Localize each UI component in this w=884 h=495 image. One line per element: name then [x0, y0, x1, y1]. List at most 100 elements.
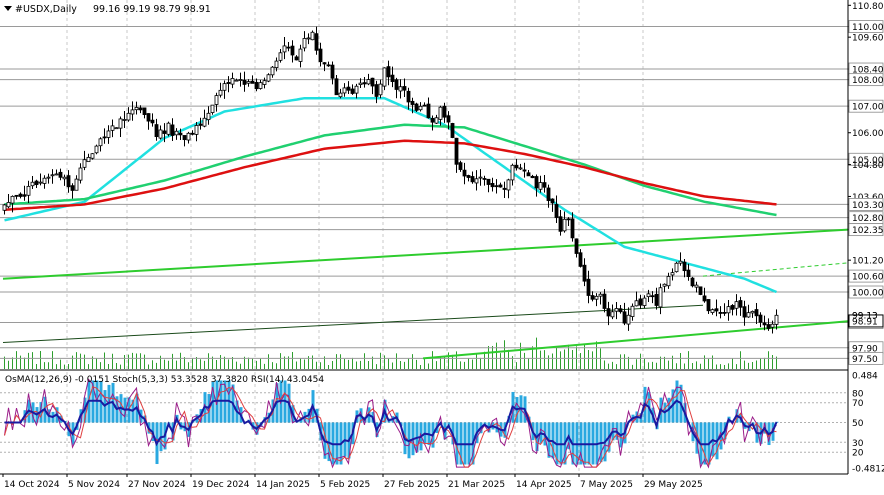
candle-body — [631, 306, 634, 316]
candle-body — [67, 176, 70, 187]
candle-body — [675, 263, 678, 271]
candle-body — [319, 49, 322, 62]
candle-body — [643, 298, 646, 305]
candle-body — [495, 186, 498, 187]
candle-body — [255, 82, 258, 88]
candle-body — [627, 315, 630, 324]
candle-body — [279, 53, 282, 61]
candle-body — [391, 75, 394, 81]
candle-body — [387, 67, 390, 77]
candle-body — [331, 65, 334, 78]
candle-body — [27, 186, 30, 195]
candle-body — [427, 104, 430, 118]
candle-body — [683, 262, 686, 271]
candle-body — [423, 105, 426, 106]
price-tick-label: 97.50 — [852, 355, 878, 365]
candle-body — [75, 179, 78, 190]
candle-body — [3, 205, 6, 210]
candle-body — [667, 276, 670, 285]
candle-body — [43, 178, 46, 183]
osc-axis-label: 80 — [852, 389, 864, 399]
candle-body — [707, 299, 710, 310]
candle-body — [47, 177, 50, 178]
candle-body — [723, 312, 726, 313]
osc-axis-label: 20 — [852, 449, 864, 459]
candle-body — [507, 180, 510, 190]
time-tick-label: 7 May 2025 — [580, 480, 633, 490]
candle-body — [735, 302, 738, 309]
candle-body — [379, 84, 382, 95]
candle-body — [599, 294, 602, 296]
candle-body — [263, 81, 266, 85]
candle-body — [567, 219, 570, 220]
candle-body — [519, 168, 522, 169]
time-tick-label: 29 May 2025 — [644, 480, 703, 490]
candle-body — [527, 173, 530, 176]
candle-body — [171, 125, 174, 136]
candle-body — [179, 133, 182, 135]
candle-body — [131, 110, 134, 114]
candle-body — [559, 217, 562, 232]
candle-body — [55, 174, 58, 175]
price-tick-label: 110.00 — [852, 23, 884, 33]
candle-body — [711, 310, 714, 313]
candle-body — [291, 46, 294, 55]
candle-body — [283, 46, 286, 52]
osc-axis-label: 50 — [852, 419, 864, 429]
candle-body — [543, 183, 546, 188]
candle-body — [607, 309, 610, 316]
candle-body — [691, 278, 694, 286]
candle-body — [299, 49, 302, 61]
price-tick-label: 106.00 — [852, 129, 884, 139]
candle-body — [739, 301, 742, 308]
candle-body — [671, 273, 674, 275]
candle-body — [399, 87, 402, 91]
candle-body — [743, 307, 746, 317]
secondary-price-label: 99.13 — [852, 312, 878, 322]
candle-body — [271, 67, 274, 75]
time-tick-label: 27 Nov 2024 — [128, 480, 186, 490]
candle-body — [647, 294, 650, 297]
price-tick-label: 100.60 — [852, 273, 884, 283]
candle-body — [431, 118, 434, 122]
candle-body — [143, 108, 146, 115]
candle-body — [383, 68, 386, 86]
price-tick-label: 104.80 — [852, 161, 884, 171]
ohlc-label: 99.16 99.19 98.79 98.91 — [93, 4, 211, 15]
candle-body — [703, 296, 706, 301]
candle-body — [311, 32, 314, 39]
candle-body — [455, 138, 458, 164]
candle-body — [175, 131, 178, 135]
candle-body — [7, 202, 10, 206]
candle-body — [467, 175, 470, 177]
candle-body — [479, 177, 482, 178]
candle-body — [363, 83, 366, 84]
candle-body — [651, 296, 654, 297]
price-tick-label: 109.60 — [852, 34, 884, 44]
candle-body — [139, 108, 142, 110]
candle-body — [155, 125, 158, 137]
candle-body — [635, 301, 638, 306]
candle-body — [591, 296, 594, 300]
candle-body — [219, 90, 222, 95]
candle-body — [551, 199, 554, 203]
candle-body — [727, 307, 730, 313]
candle-body — [563, 219, 566, 231]
candle-body — [695, 285, 698, 287]
candle-body — [307, 38, 310, 39]
candle-body — [259, 83, 262, 89]
price-tick-label: 100.00 — [852, 289, 884, 299]
candle-body — [91, 154, 94, 159]
candle-body — [679, 261, 682, 263]
candle-body — [247, 82, 250, 84]
candle-body — [699, 287, 702, 295]
price-tick-label: 107.00 — [852, 103, 884, 113]
time-tick-label: 5 Nov 2024 — [68, 480, 120, 490]
candle-body — [555, 204, 558, 217]
candle-body — [451, 123, 454, 137]
candle-body — [167, 123, 170, 134]
candle-body — [135, 107, 138, 109]
candle-body — [231, 78, 234, 84]
